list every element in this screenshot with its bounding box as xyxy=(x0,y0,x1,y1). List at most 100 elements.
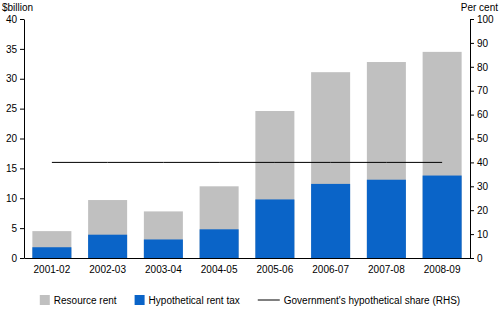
tick: 30 xyxy=(470,181,489,192)
tick: 10 xyxy=(470,229,489,240)
legend-label: Resource rent xyxy=(54,295,117,306)
tick-label: 2004-05 xyxy=(201,264,238,275)
bar xyxy=(311,184,350,258)
tick: 35 xyxy=(6,44,24,55)
bar xyxy=(367,180,406,258)
tick-mark xyxy=(20,19,24,20)
bar xyxy=(200,186,239,258)
tick: 2007-08 xyxy=(368,264,405,275)
tick: 60 xyxy=(470,109,489,120)
tick-label: 30 xyxy=(6,73,18,84)
tick-mark xyxy=(470,43,474,44)
bar xyxy=(255,111,294,258)
tick-label: 90 xyxy=(477,38,489,49)
tick: 40 xyxy=(470,157,489,168)
bar xyxy=(423,52,462,258)
tick: 2006-07 xyxy=(312,264,349,275)
tick-mark xyxy=(470,258,474,259)
tick-label: 10 xyxy=(6,193,18,204)
axis-title: $billion xyxy=(2,2,33,13)
tick: 25 xyxy=(6,103,24,114)
tick: 2004-05 xyxy=(201,264,238,275)
tick-mark xyxy=(20,139,24,140)
tick: 2005-06 xyxy=(257,264,294,275)
bar xyxy=(255,199,294,258)
tick-mark xyxy=(470,67,474,68)
tick-mark xyxy=(20,49,24,50)
legend-swatch xyxy=(258,300,280,301)
tick-mark xyxy=(20,109,24,110)
tick-label: 20 xyxy=(477,205,489,216)
tick-label: 80 xyxy=(477,62,489,73)
tick-label: 40 xyxy=(477,157,489,168)
tick-label: 50 xyxy=(477,133,489,144)
tick-mark xyxy=(470,234,474,235)
tick-label: 100 xyxy=(477,14,494,25)
bar xyxy=(144,239,183,258)
legend-label: Government's hypothetical share (RHS) xyxy=(284,295,460,306)
bar xyxy=(32,247,71,258)
tick-mark xyxy=(470,91,474,92)
tick: 2003-04 xyxy=(145,264,182,275)
tick: 20 xyxy=(470,205,489,216)
bar xyxy=(423,176,462,258)
tick: 2008-09 xyxy=(424,264,461,275)
tick: 5 xyxy=(11,223,24,234)
line xyxy=(52,162,442,163)
tick-mark xyxy=(20,258,24,259)
tick-mark xyxy=(470,162,474,163)
tick: 30 xyxy=(6,73,24,84)
tick-label: 2001-02 xyxy=(34,264,71,275)
tick: 10 xyxy=(6,193,24,204)
tick-label: 2002-03 xyxy=(89,264,126,275)
tick-label: 2006-07 xyxy=(312,264,349,275)
tick-label: 2005-06 xyxy=(257,264,294,275)
tick-mark xyxy=(20,79,24,80)
tick: 90 xyxy=(470,38,489,49)
tick-label: 2007-08 xyxy=(368,264,405,275)
bar xyxy=(88,200,127,258)
y2-axis: 0 10 20 30 40 50 60 70 80 90 100 xyxy=(470,14,494,264)
legend-label: Hypothetical rent tax xyxy=(149,295,240,306)
axis-line xyxy=(25,258,471,259)
bar xyxy=(88,235,127,258)
axis-title: Per cent xyxy=(461,2,498,13)
tick: 15 xyxy=(6,163,24,174)
axis-line xyxy=(24,20,25,259)
tick-label: 0 xyxy=(477,253,483,264)
plot: 0510152025303540010203040506070809010020… xyxy=(6,14,494,275)
legend-swatch xyxy=(135,295,145,305)
legend: Resource rent Hypothetical rent tax Govern… xyxy=(40,295,460,306)
tick: 40 xyxy=(6,14,24,25)
tick-label: 35 xyxy=(6,44,18,55)
tick: 50 xyxy=(470,133,489,144)
legend-swatch xyxy=(40,295,50,305)
tick-label: 2008-09 xyxy=(424,264,461,275)
tick: 0 xyxy=(470,253,483,264)
legend-item: Hypothetical rent tax xyxy=(135,295,240,306)
tick-label: 40 xyxy=(6,14,18,25)
legend-item: Resource rent xyxy=(40,295,117,306)
y-axis: 0510152025303540 xyxy=(6,14,25,264)
bar xyxy=(311,72,350,258)
legend-item: Government's hypothetical share (RHS) xyxy=(258,295,460,306)
bar xyxy=(200,229,239,258)
tick: 20 xyxy=(6,133,24,144)
tick: 70 xyxy=(470,85,489,96)
tick-label: 20 xyxy=(6,133,18,144)
tick: 2001-02 xyxy=(34,264,71,275)
tick-mark xyxy=(20,198,24,199)
bar xyxy=(144,211,183,258)
tick-label: 2003-04 xyxy=(145,264,182,275)
tick: 80 xyxy=(470,62,489,73)
tick-label: 10 xyxy=(477,229,489,240)
tick-mark xyxy=(20,228,24,229)
tick-mark xyxy=(470,19,474,20)
tick-label: 30 xyxy=(477,181,489,192)
tick-mark xyxy=(470,186,474,187)
tick-label: 60 xyxy=(477,109,489,120)
chart: 0510152025303540010203040506070809010020… xyxy=(0,0,500,327)
tick-label: 70 xyxy=(477,85,489,96)
tick-mark xyxy=(470,115,474,116)
bar xyxy=(367,62,406,258)
